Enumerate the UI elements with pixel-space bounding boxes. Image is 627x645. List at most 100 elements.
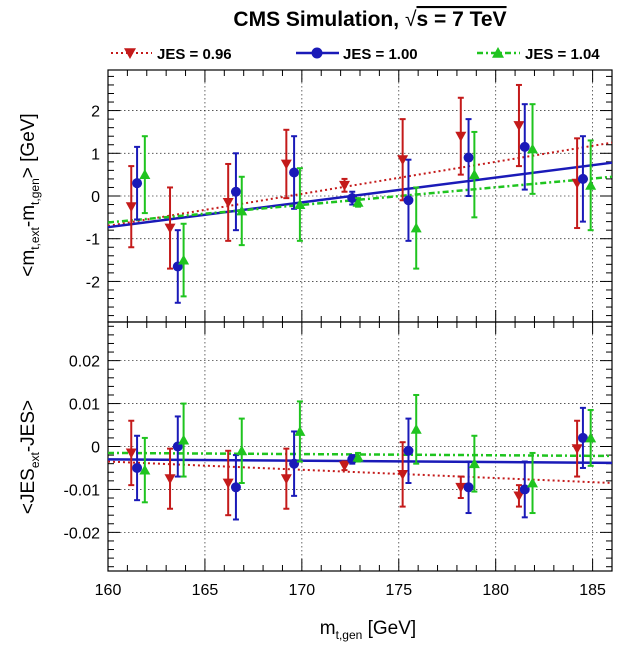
top-point-jes100-6 (463, 152, 474, 163)
xlabel-prefix: m (320, 618, 336, 639)
top-ylabel-sub2: t,gen (28, 178, 42, 205)
bottom-xtick-label-4: 180 (482, 582, 509, 599)
bottom-point-jes104-5 (410, 423, 422, 434)
top-point-jes104-5 (410, 222, 422, 233)
top-ylabel-prefix: <m (18, 250, 39, 277)
bottom-point-jes096-7 (513, 491, 525, 502)
chart-title: CMS Simulation, √s = 7 TeV (233, 8, 506, 31)
bottom-point-jes096-0 (125, 448, 137, 459)
bottom-ylabel-prefix: <JES (18, 468, 39, 514)
bottom-point-jes096-8 (571, 444, 583, 455)
top-point-jes104-6 (468, 169, 480, 180)
top-ytick-label-1: -1 (86, 232, 100, 249)
bottom-y-axis-label: <JESext-JES> (18, 400, 42, 514)
bottom-xtick-label-5: 185 (579, 582, 606, 599)
top-point-jes104-8 (585, 179, 597, 190)
x-axis-label: mt,gen [GeV] (320, 618, 416, 642)
top-ytick-label-3: 1 (91, 146, 100, 163)
bottom-panel-jes-bias: -0.02 -0.01 0 0.01 0.02 160 165 170 175 180 185 (64, 321, 613, 599)
bottom-point-jes104-1 (178, 434, 190, 445)
xlabel-suffix: [GeV] (362, 618, 416, 639)
xlabel-sub: t,gen (336, 628, 363, 642)
legend-marker-jes096 (124, 48, 136, 59)
top-fit-line-jes104 (107, 175, 613, 224)
top-ylabel-sub1: t,ext (28, 226, 42, 249)
bottom-fit-line-jes104 (107, 451, 613, 458)
bottom-ytick-label-1: -0.01 (64, 482, 101, 499)
bottom-ytick-label-2: 0 (91, 440, 100, 457)
legend-entry-jes100: JES = 1.00 (296, 46, 418, 63)
legend: JES = 0.96 JES = 1.00 JES = 1.04 (111, 46, 600, 63)
top-point-jes096-3 (280, 159, 292, 170)
bottom-point-jes100-2 (230, 482, 241, 493)
top-fit-line-jes096 (107, 141, 613, 227)
bottom-ytick-label-4: 0.02 (69, 354, 100, 371)
top-panel-mass-bias: -2 -1 0 1 2 (86, 69, 613, 323)
top-point-jes100-3 (289, 167, 300, 178)
bottom-ylabel-sub: ext (28, 451, 42, 468)
bottom-point-jes104-7 (527, 477, 539, 488)
top-point-jes096-7 (513, 121, 525, 132)
bottom-point-jes104-4 (352, 451, 364, 462)
bottom-point-jes096-3 (280, 474, 292, 485)
top-point-jes100-4 (347, 193, 358, 204)
top-point-jes104-4 (352, 196, 364, 207)
title-suffix: s = 7 TeV (416, 8, 506, 31)
bottom-xtick-label-2: 170 (288, 582, 315, 599)
top-ytick-label-4: 2 (91, 104, 100, 121)
top-point-jes100-8 (577, 173, 588, 184)
bottom-point-jes100-4 (347, 454, 358, 465)
top-ylabel-mid: -m (18, 205, 39, 227)
top-point-jes104-1 (178, 254, 190, 265)
top-ytick-label-0: -2 (86, 274, 100, 291)
bottom-point-jes104-3 (294, 425, 306, 436)
top-point-jes096-5 (397, 155, 409, 166)
top-point-jes096-1 (164, 223, 176, 234)
title-sqrt-sign: √ (405, 8, 417, 31)
top-fit-line-jes100 (107, 161, 613, 229)
bottom-point-jes100-0 (132, 462, 143, 473)
bottom-ytick-label-3: 0.01 (69, 397, 100, 414)
bottom-point-jes096-6 (455, 482, 467, 493)
top-point-jes104-0 (139, 169, 151, 180)
legend-entry-jes096: JES = 0.96 (111, 46, 232, 63)
bottom-xtick-label-0: 160 (95, 582, 122, 599)
bottom-xtick-label-3: 175 (385, 582, 412, 599)
bottom-point-jes104-8 (585, 432, 597, 443)
legend-entry-jes104: JES = 1.04 (477, 46, 600, 63)
bottom-point-jes100-8 (577, 432, 588, 443)
bottom-point-jes104-0 (139, 464, 151, 475)
top-point-jes100-7 (519, 141, 530, 152)
legend-label-jes096: JES = 0.96 (157, 46, 232, 63)
top-point-jes104-7 (527, 143, 539, 154)
top-point-jes096-4 (338, 180, 350, 191)
top-point-jes096-0 (125, 202, 137, 213)
bottom-point-jes096-1 (164, 474, 176, 485)
top-point-jes100-0 (132, 178, 143, 189)
legend-marker-jes100 (311, 47, 323, 59)
top-ylabel-suffix: > [GeV] (18, 113, 39, 178)
top-point-jes096-2 (222, 198, 234, 208)
legend-label-jes104: JES = 1.04 (525, 46, 600, 63)
legend-label-jes100: JES = 1.00 (343, 46, 418, 63)
top-ytick-label-2: 0 (91, 189, 100, 206)
bottom-ylabel-suffix: -JES> (18, 400, 39, 452)
title-prefix: CMS Simulation, (233, 8, 405, 31)
bottom-point-jes100-7 (519, 484, 530, 495)
bottom-point-jes096-2 (222, 478, 234, 489)
bottom-ytick-label-0: -0.02 (64, 525, 101, 542)
bottom-xtick-label-1: 165 (192, 582, 219, 599)
top-point-jes100-2 (230, 186, 241, 197)
top-point-jes100-5 (403, 195, 414, 206)
bottom-point-jes100-5 (403, 445, 414, 456)
bottom-point-jes096-5 (397, 470, 409, 480)
top-point-jes104-3 (294, 199, 306, 209)
bottom-point-jes100-3 (289, 458, 300, 469)
legend-marker-jes104 (492, 47, 504, 58)
top-point-jes096-6 (455, 131, 467, 142)
bottom-point-jes104-6 (468, 458, 480, 469)
bottom-fit-line-jes096 (107, 460, 613, 484)
top-y-axis-label: <mt,ext-mt,gen> [GeV] (18, 113, 42, 276)
bottom-point-jes096-4 (338, 461, 350, 472)
